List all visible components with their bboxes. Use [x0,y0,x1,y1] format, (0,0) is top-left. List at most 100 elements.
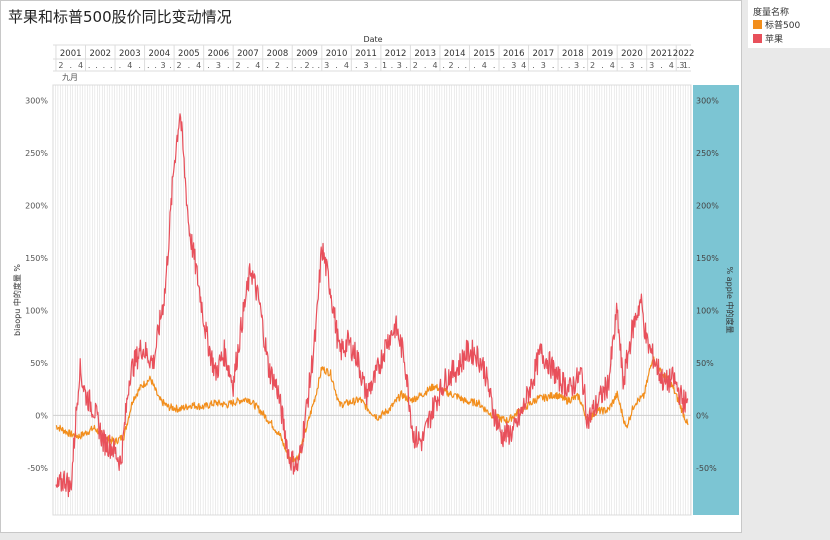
quarter-tick-label: 4 [432,61,437,70]
quarter-tick-label: . [457,61,460,70]
quarter-tick-label: 4 [78,61,83,70]
y-tick-label: 300% [25,97,48,106]
quarter-tick-label: 3 [216,61,221,70]
year-tick-label: 2018 [562,49,584,59]
year-tick-label: 2007 [237,49,259,59]
quarter-tick-label: . [405,61,408,70]
quarter-tick-label: . [318,61,321,70]
legend-swatch-sp500 [753,20,762,29]
year-tick-label: 2013 [414,49,436,59]
quarter-tick-label: 3 [679,61,684,70]
quarter-tick-label: 4 [610,61,615,70]
quarter-tick-label: 4 [344,61,349,70]
quarter-tick-label: . [266,61,269,70]
quarter-tick-label: . [207,61,210,70]
legend-item-apple[interactable]: 苹果 [753,34,783,46]
quarter-tick-label: 2 [58,61,63,70]
legend-swatch-apple [753,34,762,43]
quarter-tick-label: 3 [511,61,516,70]
y2-tick-label: 50% [696,359,714,368]
quarter-tick-label: . [188,61,191,70]
quarter-tick-label: . [69,61,72,70]
quarter-tick-label: . [103,61,106,70]
quarter-tick-label: . [561,61,564,70]
quarter-tick-label: . [473,61,476,70]
quarter-tick-label: . [568,61,571,70]
quarter-tick-label: 3 [541,61,546,70]
quarter-tick-label: . [335,61,338,70]
quarter-tick-label: . [552,61,555,70]
quarter-tick-label: 2 [176,61,181,70]
quarter-tick-label: . [391,61,394,70]
quarter-tick-label: 2 [304,61,309,70]
quarter-tick-label: . [119,61,122,70]
plot-border [52,84,692,516]
quarter-tick-label: . [493,61,496,70]
y-axis: -50% 0% 50% 100% 150% 200% 250% 300% [25,97,48,473]
quarter-tick-label: . [660,61,663,70]
quarter-tick-label: 2 [448,61,453,70]
quarter-tick-label: . [300,61,303,70]
y-tick-label: 0% [35,411,48,420]
quarter-tick-label: . [147,61,150,70]
legend: 度量名称 标普500 苹果 [748,0,830,48]
y2-tick-label: 300% [696,97,719,106]
quarter-tick-label: 3 [397,61,402,70]
year-tick-label: 2020 [621,49,643,59]
quarter-tick-label: . [532,61,535,70]
y2-axis-title: % apple 中的度量 [725,267,735,334]
quarter-tick-label: . [355,61,358,70]
quarter-tick-label: 4 [521,61,526,70]
quarter-tick-label: . [503,61,506,70]
year-tick-label: 2003 [119,49,141,59]
quarter-tick-label: . [583,61,586,70]
year-tick-label: 2019 [592,49,614,59]
series-lines [55,113,689,498]
year-tick-label: 2015 [473,49,495,59]
quarter-tick-label: . [442,61,445,70]
quarter-tick-label: . [640,61,643,70]
legend-label-sp500: 标普500 [765,21,801,31]
quarter-tick-label: 2 [275,61,280,70]
quarter-tick-label: 3 [649,61,654,70]
year-tick-label: 2001 [60,49,82,59]
quarter-tick-label: . [601,61,604,70]
y2-tick-label: -50% [696,464,717,473]
quarter-tick-label: 4 [127,61,132,70]
quarter-tick-label: 4 [669,61,674,70]
y2-tick-label: 250% [696,149,719,158]
quarter-tick-label: 1 [382,61,387,70]
quarter-tick-label: 1 [683,61,688,70]
quarter-tick-label: 2 [590,61,595,70]
y-tick-label: 50% [30,359,48,368]
quarter-tick-label: . [621,61,624,70]
legend-title: 度量名称 [753,8,790,18]
gridlines [52,84,692,516]
quarter-tick-label: . [95,61,98,70]
year-tick-label: 2022 [673,49,695,59]
quarter-tick-label: 3 [364,61,369,70]
y-tick-label: 150% [25,254,48,263]
y-axis-title: biaopu 中的度量 % [12,264,22,336]
quarter-tick-label: . [375,61,378,70]
year-tick-label: 2008 [267,49,289,59]
quarter-tick-label: 3 [629,61,634,70]
y-tick-label: 100% [25,306,48,315]
x-axis-title: Date [363,35,382,44]
y2-tick-label: 0% [696,411,709,420]
year-tick-label: 2010 [326,49,348,59]
quarter-tick-label: . [88,61,91,70]
quarter-tick-label: . [294,61,297,70]
year-tick-label: 2021 [651,49,673,59]
legend-item-sp500[interactable]: 标普500 [753,20,800,32]
quarter-tick-label: 2 [413,61,418,70]
year-tick-label: 2002 [89,49,111,59]
year-tick-label: 2017 [532,49,554,59]
quarter-tick-label: . [286,61,289,70]
quarter-tick-label: . [247,61,250,70]
y-tick-label: -50% [27,464,48,473]
quarter-tick-label: . [110,61,113,70]
series-line-apple [55,113,689,498]
